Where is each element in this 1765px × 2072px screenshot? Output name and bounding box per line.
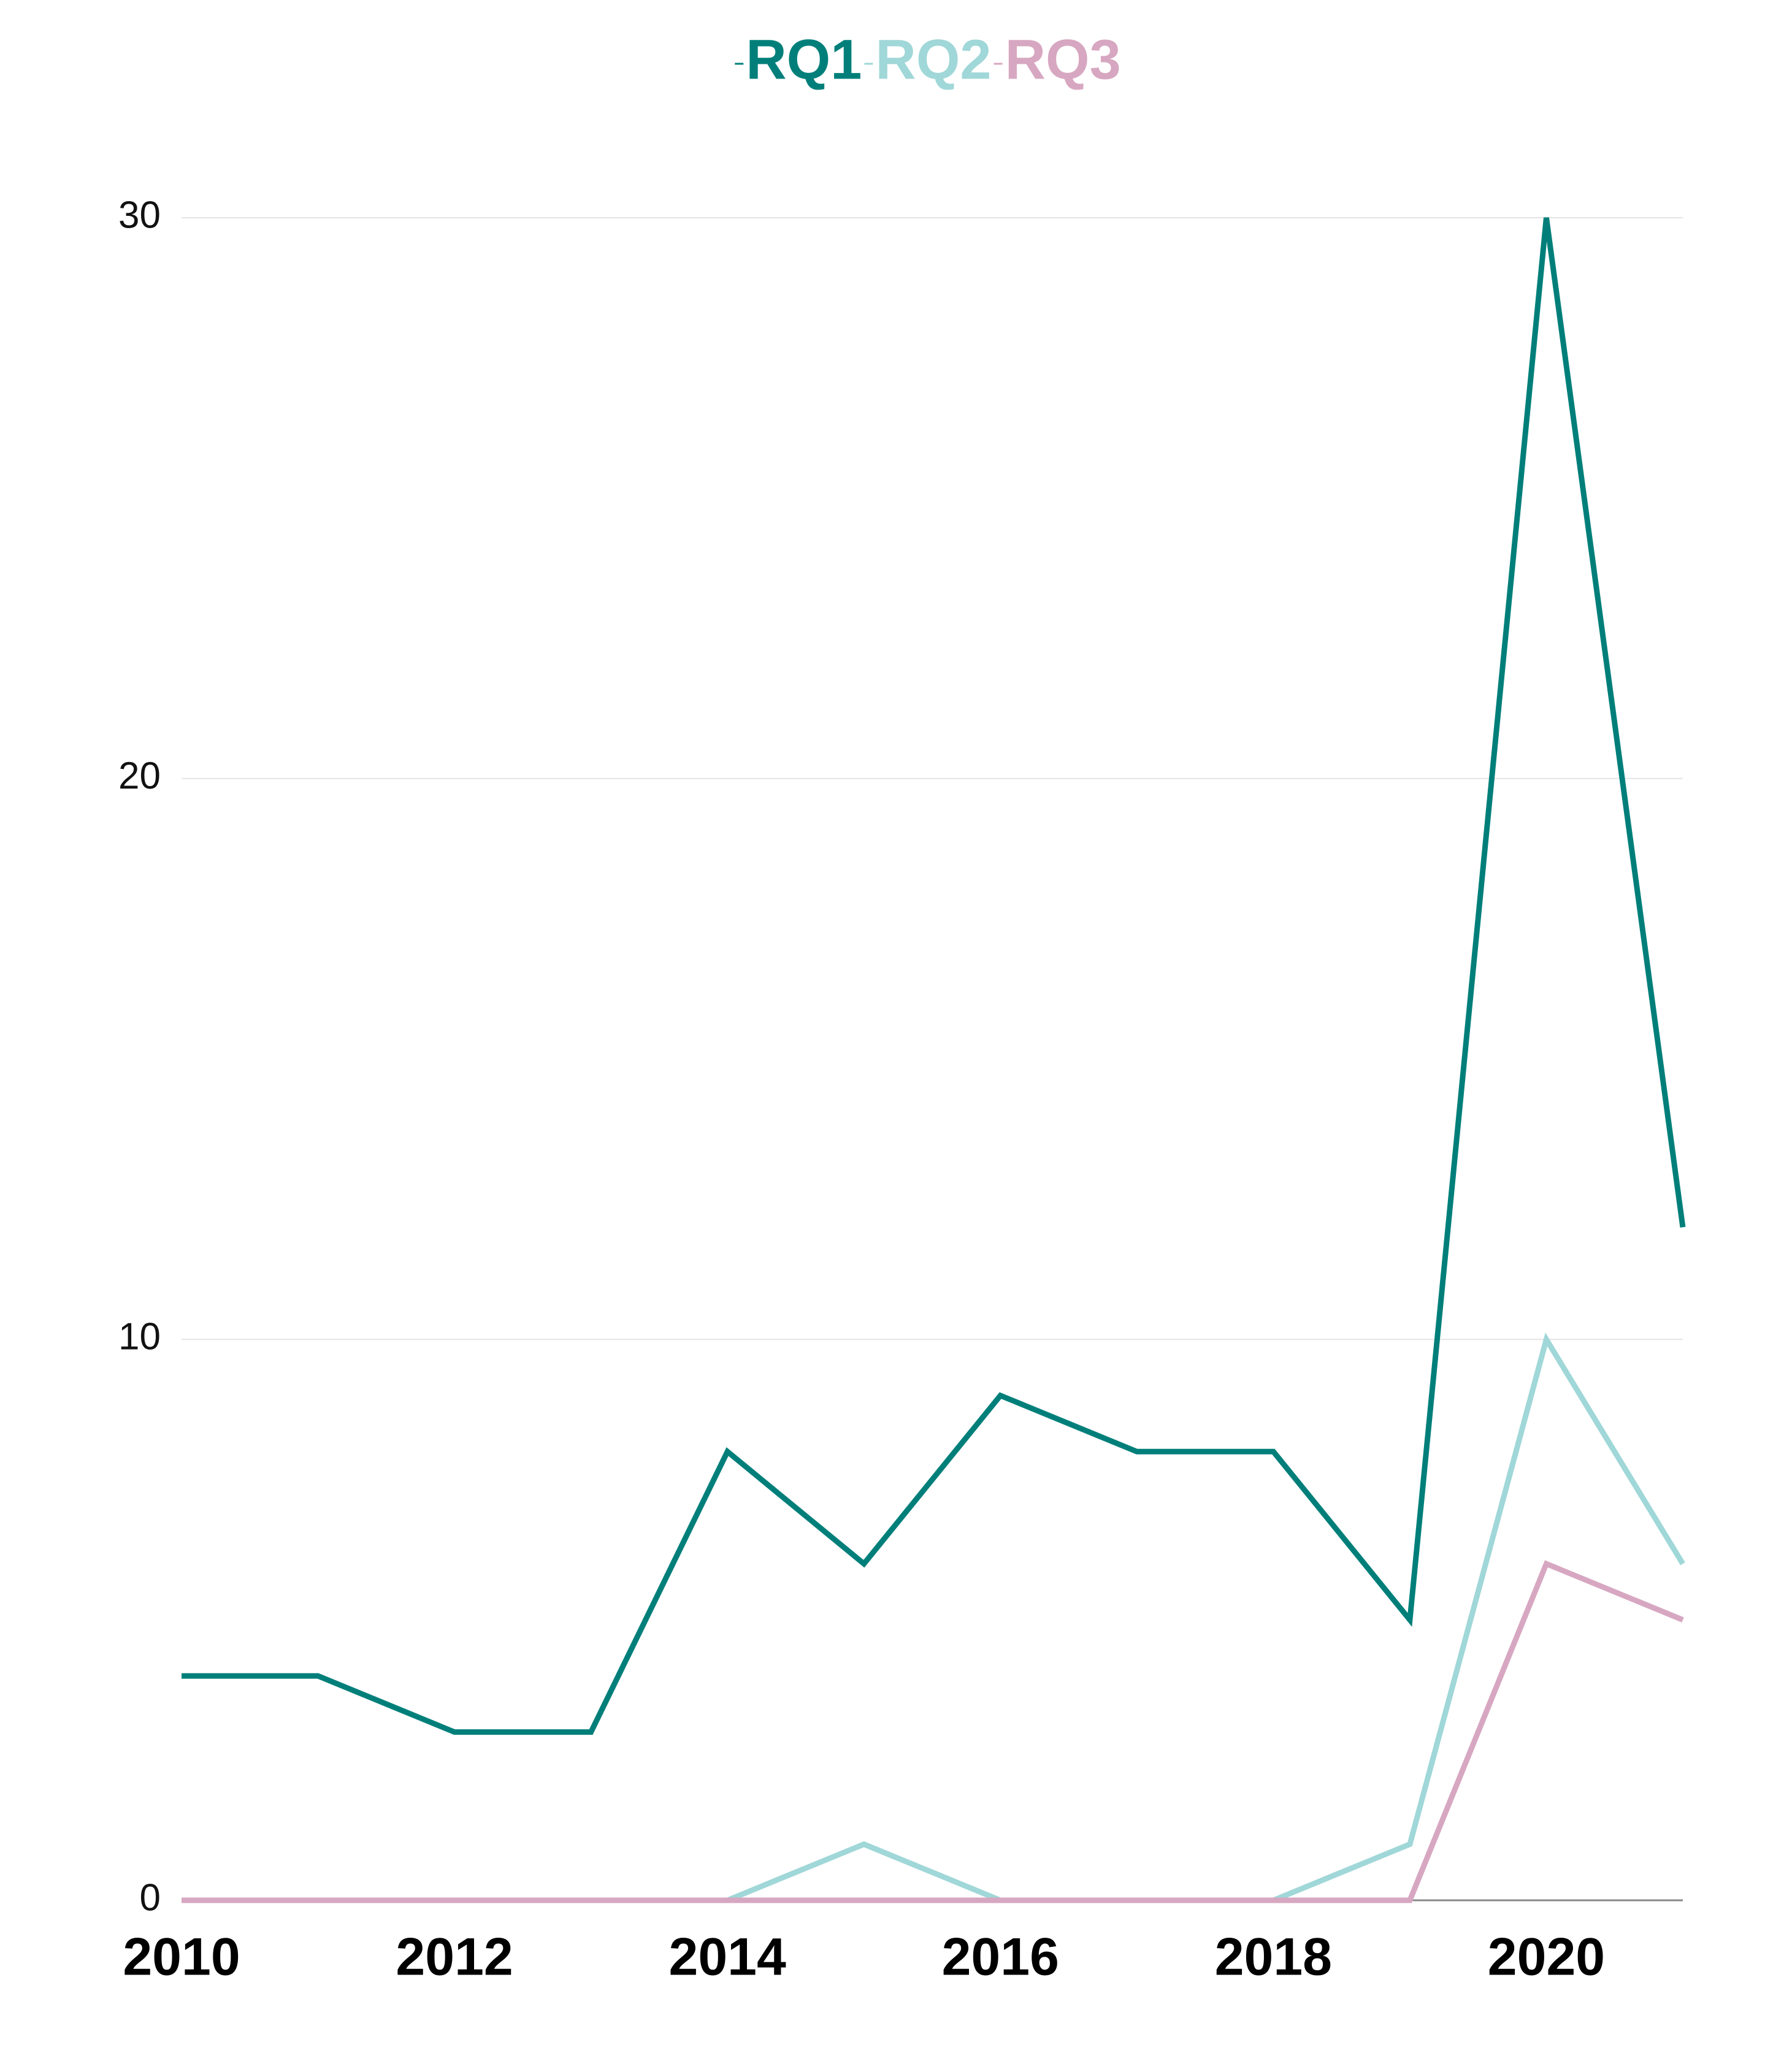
- legend-label: RQ1: [746, 28, 862, 91]
- x-tick-label: 2010: [123, 1928, 240, 1987]
- x-tick-label: 2018: [1215, 1928, 1332, 1987]
- x-tick-label: 2014: [669, 1928, 786, 1987]
- y-tick-label: 10: [118, 1316, 161, 1358]
- y-tick-label: 20: [118, 755, 161, 797]
- series-line: [182, 1332, 1685, 1903]
- legend-label: RQ2: [875, 28, 991, 91]
- x-tick-label: 2016: [942, 1928, 1059, 1987]
- y-tick-label: 30: [118, 194, 161, 236]
- series-line: [182, 217, 1686, 1735]
- series-line: [182, 1560, 1684, 1903]
- x-tick-label: 2012: [396, 1928, 513, 1987]
- y-tick-label: 0: [140, 1876, 161, 1919]
- x-tick-label: 2020: [1488, 1928, 1605, 1987]
- legend-label: RQ3: [1005, 28, 1121, 91]
